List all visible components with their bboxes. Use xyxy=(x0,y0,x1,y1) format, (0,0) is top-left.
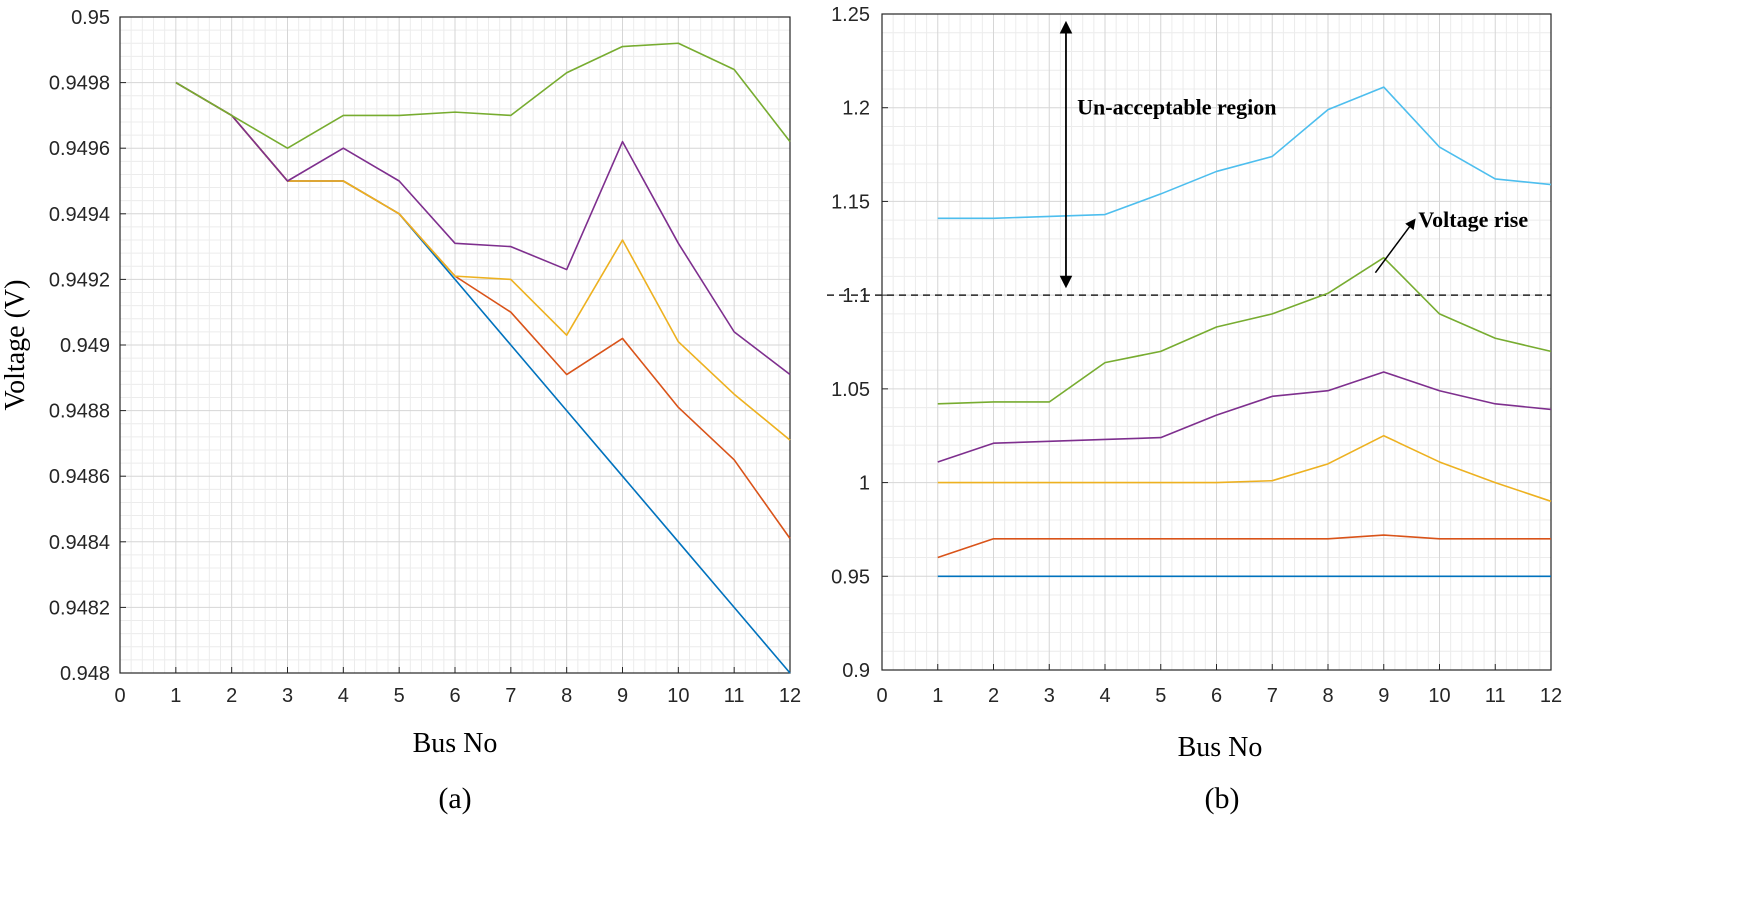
y-tick-label: 0.9482 xyxy=(49,597,110,619)
y-tick-label: 1.1 xyxy=(842,285,870,307)
x-tick-label: 12 xyxy=(1540,685,1562,707)
series-line-green xyxy=(937,256,1552,405)
x-tick-label: 11 xyxy=(724,685,745,707)
y-tick-label: 0.95 xyxy=(831,566,870,588)
x-tick-label: 9 xyxy=(617,685,628,707)
series-line-yellow xyxy=(937,434,1552,503)
y-tick-label: 1.2 xyxy=(842,98,870,120)
x-tick-label: 2 xyxy=(988,685,999,707)
x-tick-label: 3 xyxy=(1044,685,1055,707)
x-tick-label: 8 xyxy=(561,685,572,707)
x-tick-label: 1 xyxy=(932,685,943,707)
y-tick-label: 1.15 xyxy=(831,191,870,213)
series-line-purple xyxy=(175,81,791,376)
x-tick-label: 6 xyxy=(1211,685,1222,707)
x-tick-label: 3 xyxy=(282,685,293,707)
series-line-cyan xyxy=(937,86,1552,220)
x-tick-label: 10 xyxy=(1428,685,1450,707)
x-tick-label: 12 xyxy=(779,685,801,707)
chart-b: 0 1 2 3 4 5 6 7 8 9 10 11 120.90.9511.051.11.151.21.… xyxy=(827,4,1562,815)
x-tick-label: 9 xyxy=(1378,685,1389,707)
y-tick-label: 0.948 xyxy=(60,663,110,685)
x-tick-label: 4 xyxy=(1099,685,1110,707)
x-tick-label: 1 xyxy=(170,685,181,707)
x-tick-label: 0 xyxy=(876,685,887,707)
series-line-purple xyxy=(937,371,1552,463)
y-tick-label: 0.9496 xyxy=(49,138,110,160)
series-line-green xyxy=(175,42,791,149)
y-tick-label: 0.9 xyxy=(842,660,870,682)
x-tick-label: 5 xyxy=(394,685,405,707)
y-axis-label: Voltage (V) xyxy=(0,280,31,411)
y-tick-label: 1.05 xyxy=(831,379,870,401)
x-tick-label: 5 xyxy=(1155,685,1166,707)
grid xyxy=(119,16,791,674)
x-tick-label: 4 xyxy=(338,685,349,707)
panel-caption: (b) xyxy=(1205,782,1240,815)
voltage-rise-arrow xyxy=(1374,218,1416,274)
x-tick-label: 2 xyxy=(226,685,237,707)
voltage-rise-label: Voltage rise xyxy=(1418,207,1528,232)
y-tick-label: 0.9494 xyxy=(49,204,110,226)
y-tick-label: 1.25 xyxy=(831,4,870,26)
y-tick-label: 0.9486 xyxy=(49,466,110,488)
y-tick-label: 0.9488 xyxy=(49,401,110,423)
y-tick-label: 1 xyxy=(859,473,870,495)
x-tick-label: 8 xyxy=(1322,685,1333,707)
x-tick-label: 10 xyxy=(667,685,689,707)
y-tick-label: 0.9498 xyxy=(49,73,110,95)
x-tick-label: 6 xyxy=(449,685,460,707)
x-tick-label: 7 xyxy=(1267,685,1278,707)
y-tick-label: 0.949 xyxy=(60,335,110,357)
series-line-orange xyxy=(937,534,1551,559)
y-tick-label: 0.9484 xyxy=(49,532,110,554)
x-tick-label: 7 xyxy=(505,685,516,707)
y-tick-label: 0.95 xyxy=(71,7,110,29)
x-axis-label: Bus No xyxy=(413,728,498,759)
chart-a: 0 1 2 3 4 5 6 7 8 9 10 11 120.9480.94820.94840.94860… xyxy=(0,7,801,815)
unacceptable-region-label: Un-acceptable region xyxy=(1077,95,1276,120)
x-tick-label: 11 xyxy=(1485,685,1506,707)
y-tick-label: 0.9492 xyxy=(49,269,110,291)
x-axis-label: Bus No xyxy=(1178,732,1263,763)
x-tick-label: 0 xyxy=(114,685,125,707)
panel-caption: (a) xyxy=(438,782,471,815)
